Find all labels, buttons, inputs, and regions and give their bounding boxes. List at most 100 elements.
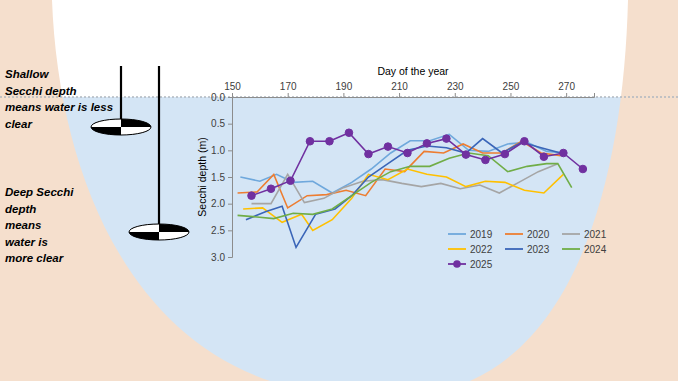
legend-label: 2019: [470, 229, 493, 240]
legend: 2019 2020 2021 2022 2023 2024 2025: [448, 229, 607, 270]
disk-rim: [91, 119, 151, 135]
annotation: water is: [5, 236, 48, 248]
x-tick-mark: [399, 93, 400, 97]
y-tick: 2.0: [211, 198, 232, 209]
y-tick-label: 2.0: [211, 198, 225, 209]
x-tick: 270: [558, 81, 575, 97]
legend-swatch: [562, 248, 580, 250]
y-tick: 1.0: [211, 145, 232, 156]
plot-marks: [238, 129, 587, 247]
x-tick: 230: [447, 81, 464, 97]
x-tick-label: 230: [447, 81, 464, 92]
x-axis-title: Day of the year: [377, 65, 449, 77]
series-marker: [540, 153, 548, 161]
series-marker: [521, 137, 529, 145]
y-tick-mark: [228, 97, 232, 98]
y-tick-label: 1.5: [211, 172, 225, 183]
series-marker: [365, 150, 373, 158]
x-tick-mark: [455, 93, 456, 97]
legend-label: 2025: [470, 259, 493, 270]
y-tick: 0.5: [211, 118, 232, 129]
series-marker: [443, 135, 451, 143]
x-tick-mark: [566, 93, 567, 97]
legend-label: 2022: [470, 244, 493, 255]
series-marker: [326, 137, 334, 145]
legend-item: 2024: [562, 244, 607, 255]
y-tick: 2.5: [211, 225, 232, 236]
disk-rim: [129, 224, 189, 240]
x-tick: 190: [336, 81, 353, 97]
y-tick-mark: [228, 257, 232, 258]
legend-swatch: [505, 248, 523, 250]
x-tick: 170: [280, 81, 297, 97]
disk-rope: [158, 66, 160, 232]
left-bank: [0, 0, 270, 381]
legend-item: 2025: [448, 259, 493, 270]
x-tick-label: 150: [224, 81, 241, 92]
disk: [129, 224, 189, 240]
x-tick: 210: [391, 81, 408, 97]
annotation: Secchi depth: [5, 85, 77, 97]
legend-swatch: [505, 233, 523, 235]
x-tick: 250: [503, 81, 520, 97]
x-tick-mark: [288, 93, 289, 97]
background: [0, 0, 678, 381]
y-tick: 1.5: [211, 172, 232, 183]
series-marker: [248, 192, 256, 200]
y-tick: 0.0: [211, 92, 232, 103]
secchi-disk-deep: [129, 66, 189, 240]
series-line: [238, 153, 572, 219]
annotation: means: [5, 219, 41, 231]
right-bank: [470, 0, 678, 381]
x-tick-label: 210: [391, 81, 408, 92]
annotation: depth: [5, 203, 36, 215]
x-tick-label: 250: [503, 81, 520, 92]
x-tick-label: 270: [558, 81, 575, 92]
chart: Shallow Secchi depth means water is less cl…: [0, 0, 678, 381]
series-marker: [345, 129, 353, 137]
annotation: clear: [5, 118, 32, 130]
annotation: means water is less: [5, 101, 113, 113]
x-tick-mark: [232, 93, 233, 97]
series-marker: [560, 149, 568, 157]
series-marker: [306, 137, 314, 145]
series-marker: [579, 165, 587, 173]
series-marker: [423, 140, 431, 148]
legend-label: 2024: [584, 244, 607, 255]
series-marker: [267, 185, 275, 193]
series-line: [251, 133, 582, 196]
series-marker: [287, 177, 295, 185]
x-tick-mark: [343, 93, 344, 97]
y-tick-mark: [228, 230, 232, 231]
legend-item: 2023: [505, 244, 550, 255]
x-axis-line: [233, 93, 595, 98]
legend-swatch: [562, 233, 580, 235]
series-line: [246, 139, 561, 248]
x-tick-label: 190: [336, 81, 353, 92]
legend-swatch: [448, 248, 466, 250]
legend-label: 2021: [584, 229, 607, 240]
y-tick-label: 0.0: [211, 92, 225, 103]
series-line: [243, 169, 563, 230]
y-tick-mark: [228, 124, 232, 125]
legend-marker: [453, 260, 461, 268]
legend-item: 2022: [448, 244, 493, 255]
y-tick-mark: [228, 204, 232, 205]
x-tick: 150: [224, 81, 241, 97]
series-line: [238, 141, 561, 208]
series-marker: [462, 151, 470, 159]
y-tick-mark: [228, 150, 232, 151]
y-tick: 3.0: [211, 252, 232, 263]
y-tick-label: 3.0: [211, 252, 225, 263]
series-marker: [404, 149, 412, 157]
annotation: more clear: [5, 252, 64, 264]
legend-label: 2023: [527, 244, 550, 255]
legend-item: 2020: [505, 229, 550, 240]
series-marker: [501, 150, 509, 158]
annotation: Shallow: [5, 68, 50, 80]
disk-rope: [120, 66, 122, 127]
disk: [91, 119, 151, 135]
series-marker: [482, 156, 490, 164]
y-axis-line: [228, 98, 233, 258]
x-axis: 150 170 190 210 230 250 270: [224, 81, 594, 98]
